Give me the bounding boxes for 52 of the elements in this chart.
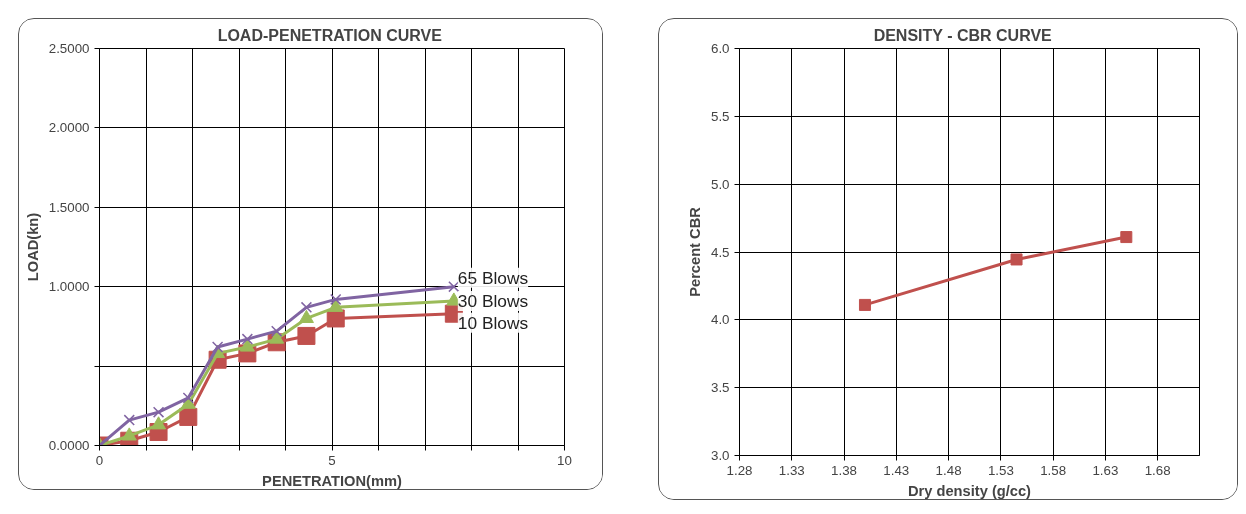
point xyxy=(152,406,165,418)
series-label: 30 Blows xyxy=(457,290,529,311)
point xyxy=(330,293,342,306)
x-axis-title: Dry density (g/cc) xyxy=(908,482,1032,499)
point xyxy=(297,326,316,345)
y-tick-label: 0.0000 xyxy=(48,438,90,453)
y-tick-label: 4.0 xyxy=(710,312,730,328)
point xyxy=(448,281,460,293)
x-tick-label: 1.48 xyxy=(935,462,962,478)
point xyxy=(1120,231,1133,244)
x-tick-label: 1.68 xyxy=(1144,462,1171,478)
point xyxy=(121,427,137,441)
x-tick-label: 1.28 xyxy=(726,462,753,478)
point xyxy=(151,416,167,430)
chart-title: DENSITY - CBR CURVE xyxy=(873,26,1053,44)
y-tick-label: 5.0 xyxy=(710,176,730,192)
chart-title: LOAD-PENETRATION CURVE xyxy=(217,26,443,44)
series-label: 65 Blows xyxy=(457,267,529,288)
y-tick-label: 3.5 xyxy=(710,380,730,396)
x-tick-label: 1.63 xyxy=(1092,462,1119,478)
x-tick-label: 5 xyxy=(328,452,336,468)
series-label: 10 Blows xyxy=(457,312,529,333)
y-tick-label: 4.5 xyxy=(710,244,730,260)
point xyxy=(270,325,283,337)
point xyxy=(858,298,871,311)
point xyxy=(241,333,254,345)
y-tick-label: 1.0000 xyxy=(48,279,90,295)
point xyxy=(1010,253,1023,266)
y-tick-label: 1.5000 xyxy=(48,199,90,215)
point xyxy=(239,338,255,352)
y-tick-label: 2.0000 xyxy=(48,120,90,136)
point xyxy=(179,407,198,426)
x-tick-label: 0 xyxy=(95,452,104,468)
point xyxy=(300,301,313,314)
y-tick-label: 3.0 xyxy=(710,448,730,463)
y-tick-label: 2.5000 xyxy=(48,41,90,56)
y-tick-label: 6.0 xyxy=(710,41,730,56)
point xyxy=(182,392,195,404)
x-tick-label: 1.58 xyxy=(1040,462,1067,478)
x-tick-label: 1.33 xyxy=(778,462,805,478)
point xyxy=(269,330,285,344)
y-axis-title: LOAD(kn) xyxy=(24,212,41,282)
y-axis-title: Percent CBR xyxy=(686,206,703,297)
x-axis-title: PENETRATION(mm) xyxy=(262,472,403,489)
x-tick-label: 10 xyxy=(557,452,572,468)
point xyxy=(211,341,224,353)
x-tick-label: 1.53 xyxy=(987,462,1014,478)
point xyxy=(123,414,135,426)
y-tick-label: 5.5 xyxy=(710,108,730,124)
x-tick-label: 1.38 xyxy=(831,462,858,478)
point xyxy=(298,309,314,323)
x-tick-label: 1.43 xyxy=(883,462,910,478)
